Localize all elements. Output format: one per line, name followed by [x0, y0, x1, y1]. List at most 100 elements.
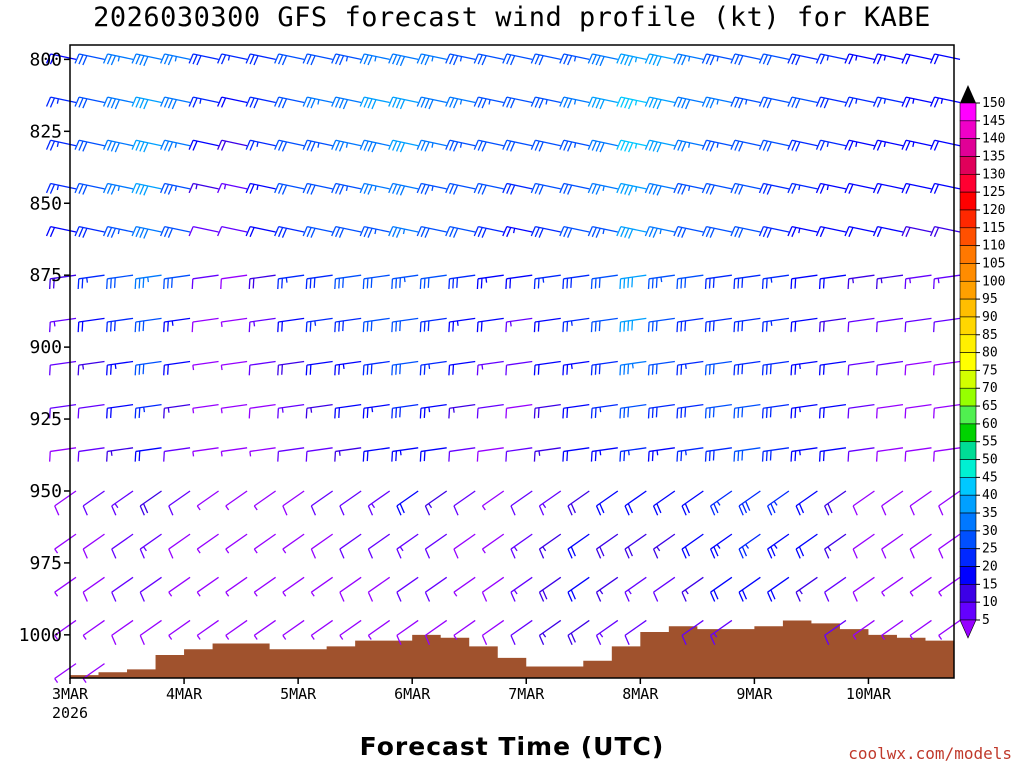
barb-flag	[131, 96, 137, 107]
barb-flag	[709, 591, 716, 602]
barb-shaft	[763, 182, 790, 190]
barb-shaft	[335, 96, 362, 104]
barb-flag	[655, 277, 658, 288]
barb-flag	[363, 97, 369, 108]
barb-half-flag	[431, 185, 434, 191]
barb-flag	[787, 53, 793, 64]
barb-flag	[249, 227, 255, 238]
barb-half-flag	[54, 634, 59, 640]
barb-half-flag	[253, 548, 258, 554]
barb-flag	[647, 278, 650, 290]
wind-barb	[139, 490, 162, 516]
barb-flag	[701, 96, 708, 107]
colorbar-swatch	[959, 174, 977, 193]
barb-half-flag	[227, 55, 231, 61]
wind-barb	[815, 96, 847, 109]
barb-flag	[163, 54, 170, 65]
barb-flag	[49, 321, 51, 333]
barb-flag	[371, 99, 377, 110]
colorbar-label: 115	[982, 221, 1005, 236]
barb-flag	[627, 228, 634, 239]
wind-barb	[761, 447, 789, 462]
barb-shaft	[677, 182, 704, 190]
barb-flag	[767, 505, 773, 516]
wind-barb	[225, 576, 248, 597]
barb-shaft	[392, 53, 419, 61]
wind-barb	[559, 182, 590, 195]
wind-barb	[795, 533, 818, 559]
barb-flag	[770, 546, 776, 557]
barb-shaft	[539, 576, 562, 593]
wind-barb	[790, 360, 818, 376]
barb-flag	[824, 548, 830, 559]
barb-flag	[395, 98, 402, 109]
credit-link[interactable]: coolwx.com/models	[848, 744, 1012, 763]
barb-flag	[769, 363, 772, 375]
barb-flag	[730, 183, 736, 194]
barb-half-flag	[770, 320, 773, 326]
barb-half-flag	[86, 277, 89, 283]
barb-shaft	[135, 139, 162, 147]
barb-flag	[102, 96, 109, 107]
barb-shaft	[363, 404, 390, 409]
barb-flag	[135, 184, 141, 194]
barb-flag	[566, 450, 569, 462]
barb-flag	[505, 451, 508, 462]
barb-flag	[598, 277, 601, 288]
barb-half-flag	[883, 141, 886, 147]
barb-flag	[420, 54, 426, 65]
barb-flag	[427, 277, 430, 288]
barb-flag	[306, 184, 312, 194]
barb-flag	[102, 226, 109, 237]
wind-barb	[901, 139, 932, 151]
barb-flag	[274, 96, 280, 107]
barb-shaft	[425, 619, 448, 636]
wind-barb	[131, 96, 162, 110]
barb-flag	[163, 408, 165, 419]
wind-barb	[538, 576, 562, 602]
barb-shaft	[620, 404, 647, 409]
barb-shaft	[934, 317, 961, 323]
barb-shaft	[620, 182, 647, 190]
barb-flag	[616, 53, 622, 64]
colorbar-swatch	[959, 120, 977, 139]
barb-flag	[624, 184, 630, 195]
barb-flag	[533, 365, 536, 376]
barb-half-flag	[938, 634, 943, 640]
wind-barb	[787, 53, 818, 66]
y-tick-label: 975	[29, 553, 62, 574]
barb-shaft	[278, 96, 305, 104]
wind-barb	[673, 182, 704, 195]
wind-barb	[619, 274, 647, 290]
barb-shaft	[107, 96, 134, 104]
wind-barb	[510, 533, 533, 559]
barb-flag	[419, 451, 422, 462]
barb-flag	[537, 321, 540, 332]
barb-flag	[758, 226, 765, 237]
barb-flag	[339, 591, 345, 602]
barb-flag	[876, 140, 883, 151]
barb-shaft	[50, 274, 77, 280]
barb-shaft	[482, 533, 505, 550]
barb-half-flag	[117, 185, 120, 191]
colorbar-swatch	[959, 334, 977, 353]
barb-flag	[648, 184, 654, 194]
wind-barb	[567, 576, 590, 602]
wind-barb	[74, 96, 105, 109]
barb-shaft	[364, 225, 390, 233]
barb-flag	[766, 98, 772, 109]
barb-shaft	[852, 619, 875, 636]
colorbar-swatch	[959, 263, 977, 282]
barb-flag	[416, 183, 422, 194]
barb-flag	[794, 450, 797, 462]
wind-barb	[416, 139, 447, 152]
barb-shaft	[50, 317, 77, 323]
barb-flag	[510, 141, 516, 152]
barb-flag	[681, 184, 687, 195]
barb-flag	[139, 591, 145, 602]
barb-shaft	[253, 533, 276, 550]
barb-flag	[143, 185, 149, 196]
barb-flag	[309, 364, 312, 375]
barb-shaft	[820, 139, 847, 147]
barb-flag	[844, 96, 850, 107]
